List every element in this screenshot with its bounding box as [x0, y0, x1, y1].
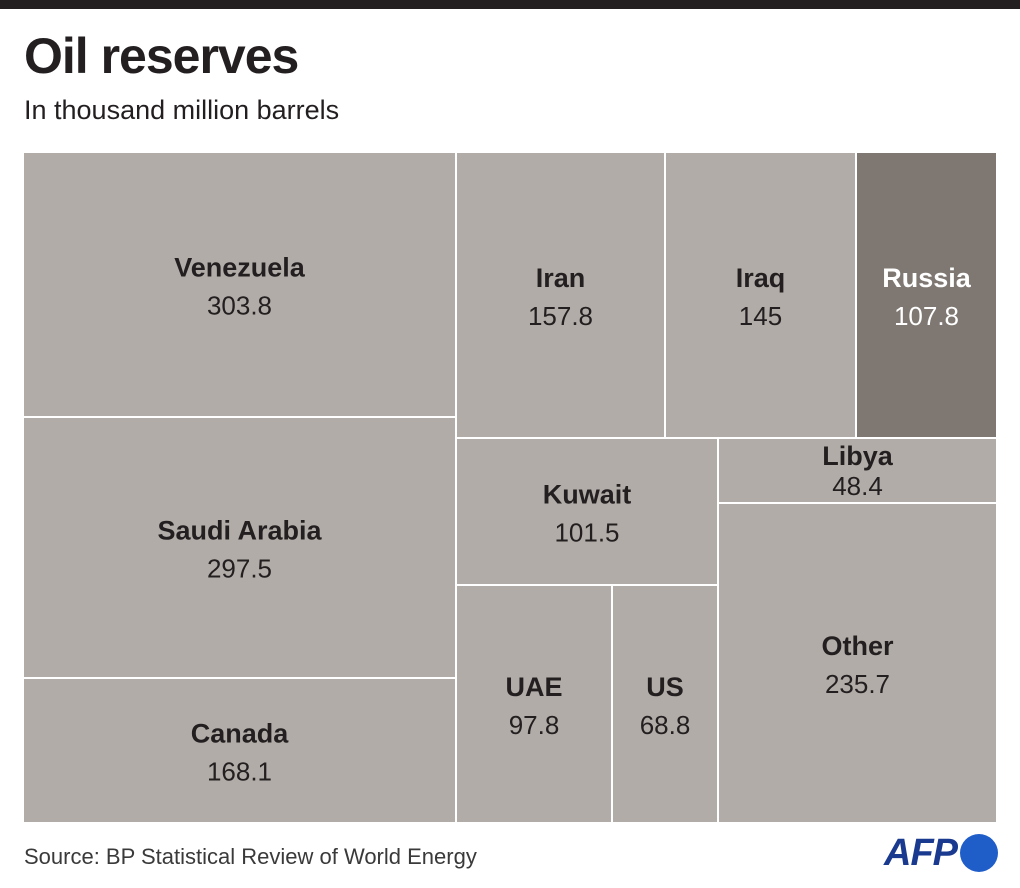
tile-label-us: US — [646, 672, 684, 702]
tile-rect-iran — [457, 153, 664, 437]
tile-rect-other — [719, 504, 996, 822]
source-note: Source: BP Statistical Review of World E… — [24, 844, 477, 869]
tile-russia: Russia 107.8 — [857, 153, 996, 437]
tile-us: US 68.8 — [613, 586, 717, 822]
tile-label-uae: UAE — [505, 672, 562, 702]
tile-value-kuwait: 101.5 — [554, 518, 619, 548]
tile-rect-saudi-arabia — [24, 418, 455, 677]
tile-rect-us — [613, 586, 717, 822]
tile-value-other: 235.7 — [825, 669, 890, 699]
tile-saudi-arabia: Saudi Arabia 297.5 — [24, 418, 455, 677]
tile-rect-venezuela — [24, 153, 455, 416]
tile-rect-iraq — [666, 153, 855, 437]
afp-logo-text: AFP — [884, 832, 958, 874]
tile-value-us: 68.8 — [640, 710, 691, 740]
tile-value-iran: 157.8 — [528, 301, 593, 331]
tile-rect-uae — [457, 586, 611, 822]
tile-canada: Canada 168.1 — [24, 679, 455, 822]
chart-subtitle: In thousand million barrels — [24, 95, 340, 125]
tile-kuwait: Kuwait 101.5 — [457, 439, 717, 584]
tile-label-kuwait: Kuwait — [543, 480, 632, 510]
tile-label-saudi-arabia: Saudi Arabia — [157, 516, 322, 546]
tile-uae: UAE 97.8 — [457, 586, 611, 822]
tile-label-venezuela: Venezuela — [174, 253, 306, 283]
afp-logo: AFP — [880, 828, 1000, 878]
tile-value-canada: 168.1 — [207, 757, 272, 787]
tile-label-iran: Iran — [536, 263, 586, 293]
afp-logo-dot-icon — [960, 834, 998, 872]
tile-rect-russia — [857, 153, 996, 437]
tile-value-uae: 97.8 — [509, 710, 560, 740]
top-rule — [0, 0, 1020, 9]
tile-label-libya: Libya — [822, 441, 894, 471]
tile-label-other: Other — [821, 631, 894, 661]
tile-rect-kuwait — [457, 439, 717, 584]
tile-iraq: Iraq 145 — [666, 153, 855, 437]
tile-value-russia: 107.8 — [894, 301, 959, 331]
tile-value-libya: 48.4 — [832, 471, 883, 501]
tile-label-russia: Russia — [882, 263, 972, 293]
tile-label-iraq: Iraq — [736, 263, 786, 293]
tile-rect-libya — [719, 439, 996, 502]
tile-venezuela: Venezuela 303.8 — [24, 153, 455, 416]
tile-value-venezuela: 303.8 — [207, 291, 272, 321]
tile-iran: Iran 157.8 — [457, 153, 664, 437]
tile-value-saudi-arabia: 297.5 — [207, 554, 272, 584]
tile-label-canada: Canada — [191, 719, 290, 749]
tile-other: Other 235.7 — [719, 504, 996, 822]
chart-title: Oil reserves — [24, 28, 299, 84]
tile-value-iraq: 145 — [739, 301, 782, 331]
tile-rect-canada — [24, 679, 455, 822]
